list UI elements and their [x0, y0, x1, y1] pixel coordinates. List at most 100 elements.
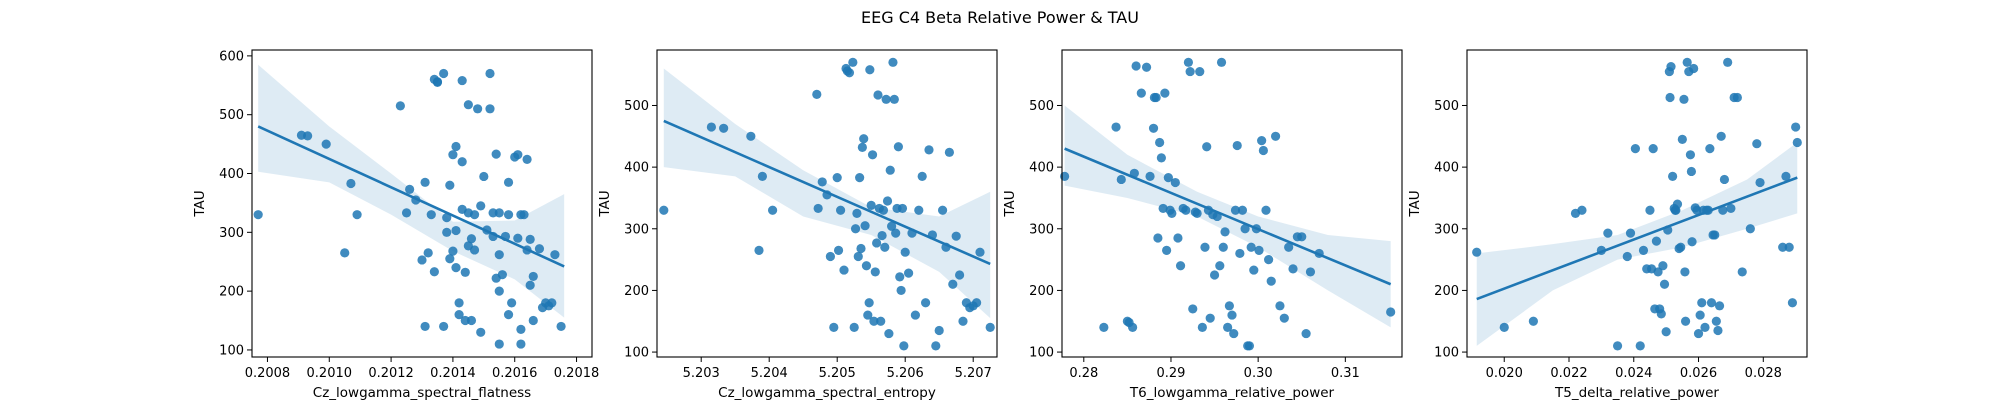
chart-2-point-35	[866, 200, 876, 210]
chart-4-ytick-label: 200	[1434, 284, 1459, 299]
chart-2-xtick-label: 5.203	[683, 366, 720, 381]
chart-3-xtick-label: 0.31	[1331, 366, 1360, 381]
chart-2-point-25	[853, 251, 863, 262]
chart-4-point-67	[1726, 203, 1736, 214]
chart-3-point-50	[1227, 310, 1237, 320]
chart-2-point-64	[914, 205, 924, 215]
chart-1-ytick-label: 500	[219, 108, 244, 123]
chart-1-point-63	[503, 310, 514, 320]
chart-2-point-13	[829, 322, 839, 333]
chart-1-point-58	[494, 208, 504, 218]
chart-4-point-25	[1661, 327, 1671, 337]
chart-4-point-53	[1700, 322, 1710, 333]
chart-1-point-71	[516, 324, 526, 334]
chart-2-point-49	[885, 165, 895, 175]
chart-3-point-56	[1240, 224, 1250, 234]
chart-1-point-51	[485, 68, 495, 79]
chart-4-point-74	[1778, 242, 1788, 252]
chart-2-point-30	[860, 221, 870, 231]
chart-2-point-63	[910, 310, 921, 320]
chart-2-point-33	[864, 298, 874, 308]
chart-2-point-32	[863, 310, 873, 320]
chart-3-point-24	[1167, 208, 1177, 218]
chart-3-xtick-label: 0.30	[1244, 366, 1273, 381]
chart-1-ytick-label: 200	[219, 285, 244, 300]
chart-2-point-37	[869, 316, 879, 326]
chart-1-point-55	[491, 149, 501, 159]
chart-4-point-2	[1499, 322, 1509, 333]
chart-4-point-38	[1679, 94, 1689, 104]
chart-3-point-22	[1163, 173, 1173, 183]
chart-3-point-74	[1297, 232, 1307, 242]
chart-2-point-71	[938, 205, 948, 215]
chart-4-point-20	[1653, 267, 1663, 277]
chart-4-point-78	[1791, 122, 1801, 132]
chart-3-point-18	[1156, 153, 1166, 163]
chart-2-point-46	[881, 94, 891, 104]
chart-3-point-34	[1192, 208, 1202, 218]
chart-1-point-78	[528, 271, 538, 282]
chart-2-point-14	[832, 173, 842, 183]
chart-1-point-40	[463, 100, 473, 110]
chart-1-regression-line	[257, 125, 565, 268]
chart-1-point-77	[525, 234, 535, 244]
chart-1-point-7	[352, 210, 362, 220]
chart-4-point-13	[1638, 245, 1649, 255]
chart-3-point-60	[1249, 265, 1259, 275]
chart-1-point-23	[442, 227, 452, 237]
chart-2-xtick-label: 5.204	[751, 366, 788, 381]
chart-2-regression-line	[663, 119, 991, 266]
chart-2-point-5	[754, 245, 764, 255]
chart-2-point-24	[852, 208, 862, 218]
chart-3-point-65	[1261, 205, 1271, 215]
chart-4-x-axis-label: T5_delta_relative_power	[1554, 385, 1719, 400]
chart-4-xtick-label: 0.020	[1486, 366, 1523, 381]
chart-4-point-43	[1685, 150, 1696, 160]
chart-1-point-66	[507, 298, 517, 308]
chart-1-point-5	[340, 248, 350, 258]
chart-1-point-57	[494, 286, 504, 296]
chart-4-point-34	[1672, 199, 1683, 209]
chart-4-point-70	[1737, 267, 1747, 277]
chart-3-point-11	[1141, 62, 1152, 72]
chart-3-point-49	[1224, 301, 1234, 311]
chart-3-point-52	[1230, 205, 1241, 215]
chart-1-point-31	[451, 263, 461, 273]
chart-4-point-49	[1693, 328, 1704, 339]
chart-2-point-3	[719, 123, 729, 133]
chart-1-point-4	[321, 139, 331, 149]
chart-4: 0.020 0.022 0.024 0.026 0.028 100 200 300 400 500…	[1407, 49, 1808, 400]
chart-1-xtick-label: 0.2014	[430, 366, 476, 381]
chart-2-point-2	[706, 122, 717, 132]
chart-4-ytick-label: 500	[1434, 99, 1459, 114]
chart-3-ytick-label: 100	[1029, 346, 1054, 361]
chart-3-point-25	[1170, 177, 1180, 188]
chart-4-point-22	[1656, 309, 1666, 319]
chart-4-point-61	[1713, 325, 1723, 336]
chart-4-point-77	[1787, 298, 1798, 308]
chart-1-xtick-label: 0.2016	[492, 366, 538, 381]
chart-4-point-9	[1622, 251, 1632, 262]
chart-3-ytick-label: 400	[1029, 161, 1054, 176]
chart-4-point-8	[1612, 341, 1623, 351]
chart-4-point-28	[1665, 92, 1675, 103]
chart-4-xtick-label: 0.022	[1550, 366, 1587, 381]
chart-2-ytick-label: 100	[624, 346, 649, 361]
chart-2-point-12	[825, 251, 836, 262]
chart-4-point-19	[1651, 236, 1662, 246]
chart-3-point-72	[1288, 264, 1298, 274]
chart-1-point-16	[426, 210, 436, 220]
chart-1-point-80	[534, 244, 545, 254]
chart-3-xtick-label: 0.28	[1069, 366, 1098, 381]
chart-1-point-6	[346, 178, 356, 189]
chart-2: 5.203 5.204 5.205 5.206 5.207 100 200 300 400 500…	[597, 49, 998, 400]
chart-3-point-47	[1220, 227, 1230, 237]
chart-4-point-10	[1625, 228, 1636, 238]
chart-4-point-45	[1687, 237, 1697, 247]
chart-2-point-8	[812, 89, 822, 99]
chart-4-point-11	[1630, 144, 1640, 154]
chart-4-point-79	[1792, 137, 1802, 148]
chart-2-point-57	[896, 285, 906, 296]
chart-3-point-19	[1158, 203, 1168, 214]
